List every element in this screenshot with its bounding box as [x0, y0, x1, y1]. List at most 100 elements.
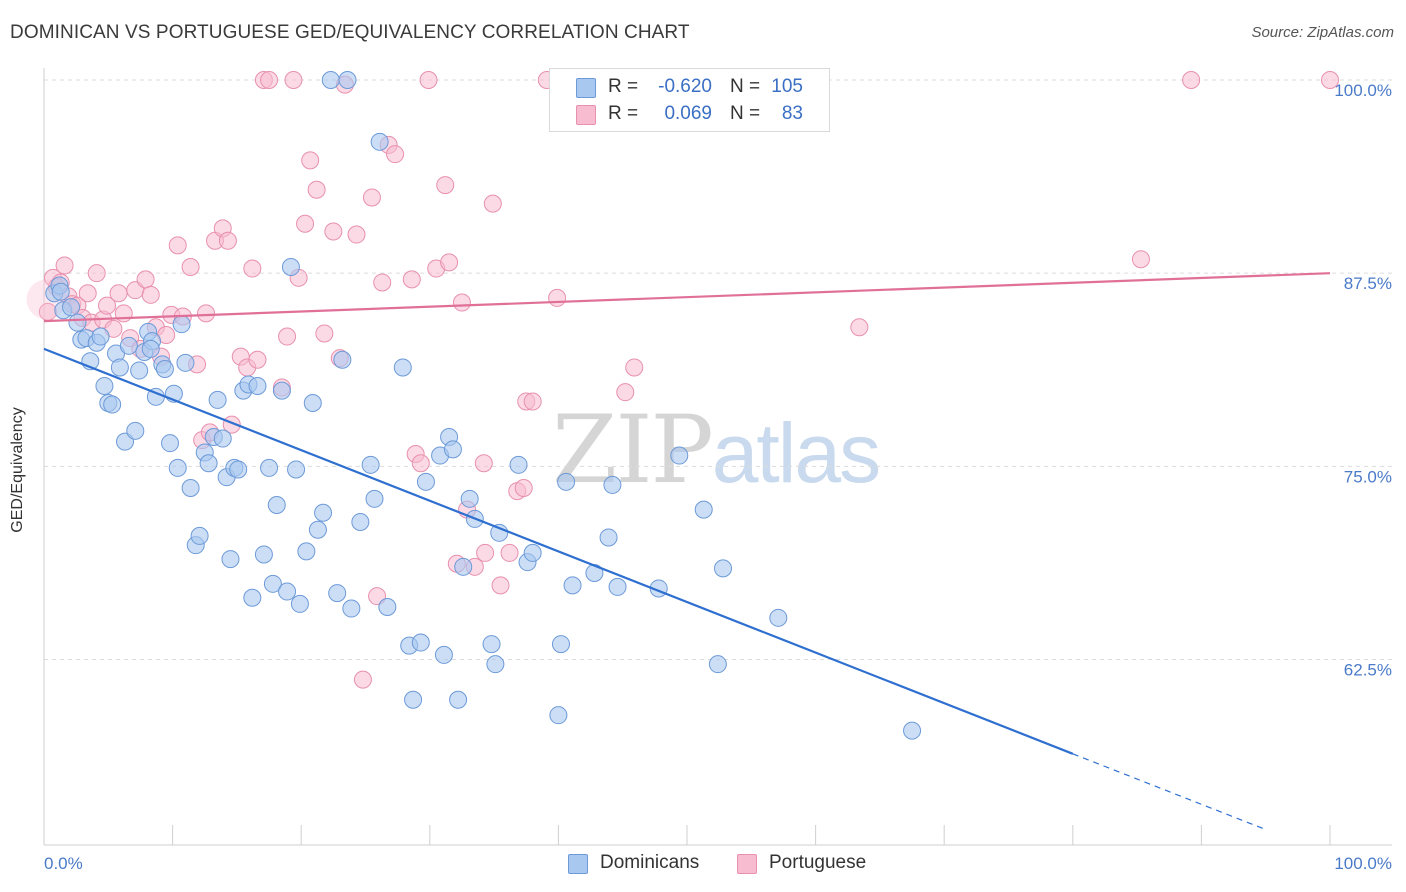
portuguese-point: [87, 264, 106, 283]
dominican-point: [342, 599, 361, 618]
portuguese-point: [307, 180, 326, 199]
dominican-point: [91, 327, 110, 346]
dominican-point: [551, 635, 570, 654]
y-tick-label: 100.0%: [1334, 81, 1392, 100]
legend-r-label: R =: [608, 103, 639, 124]
portuguese-point: [248, 350, 267, 369]
dominican-point: [62, 298, 81, 317]
watermark-zip: ZIP: [552, 396, 714, 505]
dominican-point: [486, 655, 505, 674]
dominican-point: [290, 594, 309, 613]
dominican-point: [176, 353, 195, 372]
dominican-point: [314, 503, 333, 522]
dominican-point: [141, 339, 160, 358]
bottom-label-dominicans: Dominicans: [600, 852, 700, 873]
legend-swatch-dominicans: [576, 78, 596, 98]
trend-lines: [43, 272, 1331, 831]
portuguese-point: [362, 188, 381, 207]
dominican-point: [443, 440, 462, 459]
dominican-point: [365, 489, 384, 508]
dominican-point: [393, 358, 412, 377]
legend-n-label: N =: [730, 76, 761, 97]
dominican-point: [110, 358, 129, 377]
dominican-point: [404, 690, 423, 709]
dominican-point: [103, 395, 122, 414]
portuguese-point: [55, 256, 74, 275]
portuguese-point: [419, 71, 438, 89]
dominican-point: [603, 475, 622, 494]
dominican-point: [119, 336, 138, 355]
dominican-point: [460, 489, 479, 508]
dominican-point: [328, 584, 347, 603]
portuguese-point: [452, 293, 471, 312]
dominican-point: [267, 496, 286, 514]
dominican-point: [557, 472, 576, 491]
correlation-legend: R = -0.620 N = 105 R = 0.069 N = 83: [549, 68, 830, 132]
dominican-point: [454, 557, 473, 576]
legend-r-value: 0.069: [664, 103, 712, 124]
dominican-point: [490, 523, 509, 542]
dominican-point: [903, 721, 922, 740]
portuguese-point: [402, 270, 421, 289]
dominican-point: [714, 559, 733, 578]
dominican-point: [563, 576, 582, 595]
portuguese-trend-line: [43, 272, 1331, 323]
dominicans-trend-line: [43, 347, 1074, 755]
portuguese-point: [260, 71, 279, 89]
dominican-point: [523, 543, 542, 562]
portuguese-point: [436, 176, 455, 195]
legend-n-value: 105: [771, 76, 803, 97]
portuguese-point: [1182, 71, 1201, 89]
legend-r-label: R =: [608, 76, 639, 97]
portuguese-point: [197, 304, 216, 323]
dominican-point: [263, 574, 282, 593]
dominican-point: [126, 421, 145, 440]
legend-swatch-portuguese: [576, 105, 596, 125]
dominican-point: [130, 361, 149, 380]
portuguese-point: [109, 284, 128, 303]
portuguese-point: [296, 214, 315, 233]
bottom-swatch-dominicans: [568, 854, 588, 874]
portuguese-point: [168, 236, 187, 255]
x-tick-label: 100.0%: [1334, 854, 1392, 873]
y-tick-labels: 62.5% 75.0% 87.5% 100.0%: [1334, 81, 1392, 680]
portuguese-point: [324, 222, 343, 241]
portuguese-point: [500, 543, 519, 562]
legend-row-dominicans: R = -0.620 N = 105: [550, 73, 829, 101]
dominican-point: [190, 526, 209, 545]
portuguese-point: [243, 259, 262, 278]
portuguese-point: [1321, 71, 1339, 89]
dominican-point: [321, 71, 340, 89]
watermark-atlas: atlas: [711, 406, 881, 500]
dominican-point: [181, 479, 200, 497]
portuguese-point: [548, 288, 567, 307]
legend-n-value: 83: [781, 103, 803, 124]
portuguese-point: [218, 231, 237, 250]
dominican-point: [51, 282, 70, 301]
dominican-point: [449, 690, 468, 709]
dominican-point: [155, 360, 174, 378]
dominican-point: [608, 577, 627, 596]
dominican-point: [254, 545, 273, 564]
dominican-point: [248, 377, 267, 395]
dominican-point: [708, 655, 727, 674]
dominican-point: [260, 458, 279, 477]
dominican-point: [161, 434, 180, 453]
portuguese-point: [483, 194, 502, 213]
dominican-point: [199, 454, 218, 473]
series-dominicans: [45, 71, 922, 740]
dominican-point: [308, 520, 327, 539]
dominican-point: [416, 472, 435, 491]
x-tick-labels: 0.0% 100.0%: [44, 854, 1392, 873]
dominican-point: [378, 598, 397, 616]
source-label: Source: ZipAtlas.com: [1251, 24, 1394, 41]
dominican-point: [370, 132, 389, 151]
dominican-point: [168, 458, 187, 477]
axes: [43, 68, 1392, 846]
portuguese-point: [181, 258, 200, 276]
dominican-point: [482, 635, 501, 654]
portuguese-point: [373, 273, 392, 292]
y-tick-label: 75.0%: [1344, 467, 1392, 486]
portuguese-point: [476, 543, 495, 562]
